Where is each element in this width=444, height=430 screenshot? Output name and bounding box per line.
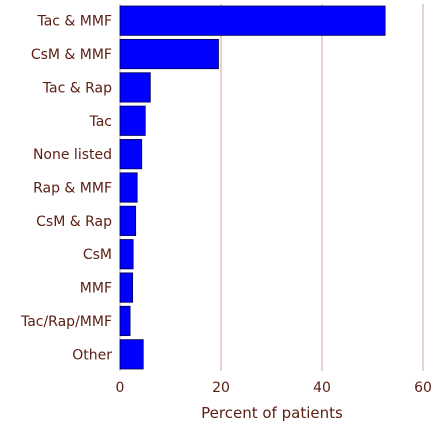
category-label: CsM xyxy=(83,247,112,263)
x-tick-label: 20 xyxy=(212,380,230,396)
category-label: Tac/Rap/MMF xyxy=(20,314,112,330)
category-label: None listed xyxy=(33,147,112,163)
bars xyxy=(119,5,386,370)
bar xyxy=(119,239,134,270)
bar xyxy=(119,72,151,103)
bar xyxy=(119,172,138,203)
bar xyxy=(119,5,386,36)
category-label: Rap & MMF xyxy=(33,181,112,197)
bar xyxy=(119,272,134,303)
category-label: CsM & Rap xyxy=(36,214,112,230)
bar xyxy=(119,205,137,236)
category-label: Tac & Rap xyxy=(42,80,112,96)
x-tick-label: 40 xyxy=(313,380,331,396)
bar xyxy=(119,305,131,337)
bar xyxy=(119,139,143,170)
bar xyxy=(119,105,146,136)
category-label: CsM & MMF xyxy=(31,47,112,63)
category-label: MMF xyxy=(80,281,112,297)
bar xyxy=(119,38,219,70)
x-tick-label: 60 xyxy=(414,380,432,396)
category-label: Tac xyxy=(88,114,112,130)
x-tick-labels: 0 20 40 60 xyxy=(116,380,432,396)
bar xyxy=(119,339,144,370)
category-label: Other xyxy=(72,347,112,363)
x-tick-label: 0 xyxy=(116,380,125,396)
category-label: Tac & MMF xyxy=(36,14,112,30)
category-labels: Tac & MMF CsM & MMF Tac & Rap Tac None liste… xyxy=(20,14,112,364)
x-axis-title: Percent of patients xyxy=(201,404,343,422)
